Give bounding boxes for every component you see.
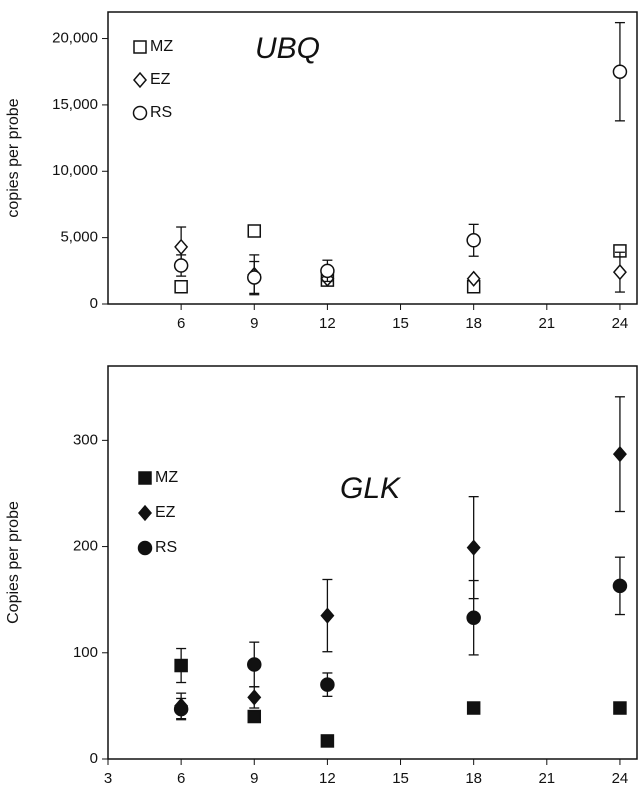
marker-circle	[320, 263, 335, 279]
y-tick-label: 100	[73, 644, 98, 661]
y-tick-label: 5,000	[60, 229, 98, 246]
x-tick-label: 9	[250, 770, 258, 787]
legend-label: MZ	[155, 469, 178, 486]
legend-marker	[138, 471, 152, 485]
marker-diamond	[466, 270, 481, 287]
marker-square	[320, 734, 335, 748]
legend-marker	[132, 105, 148, 121]
marker-circle	[247, 657, 262, 672]
legend-marker	[138, 504, 152, 522]
x-tick-label: 12	[319, 770, 336, 787]
y-tick-label: 10,000	[52, 162, 98, 179]
x-tick-label: 24	[612, 770, 629, 787]
marker-circle	[320, 677, 335, 692]
legend-marker	[133, 71, 147, 89]
marker-diamond	[612, 446, 627, 463]
y-tick-label: 0	[90, 750, 98, 767]
plot-frame	[107, 11, 638, 305]
marker-circle	[466, 233, 481, 248]
marker-diamond	[612, 263, 627, 281]
marker-diamond	[466, 539, 481, 556]
y-tick-label: 300	[73, 431, 98, 448]
y-tick-label: 0	[90, 295, 98, 312]
marker-square	[174, 279, 188, 294]
marker-square	[247, 709, 262, 724]
y-axis-label: copies per probe	[5, 98, 22, 217]
marker-circle	[247, 270, 262, 285]
y-tick-label: 15,000	[52, 96, 98, 113]
marker-square	[466, 701, 481, 715]
legend-label: MZ	[150, 38, 173, 55]
marker-diamond	[247, 689, 262, 706]
chart-title: GLK	[340, 472, 402, 505]
x-tick-label: 18	[465, 770, 482, 787]
x-tick-label: 21	[538, 315, 555, 332]
x-tick-label: 6	[177, 770, 185, 787]
legend-label: EZ	[150, 71, 171, 88]
marker-diamond	[174, 238, 189, 256]
marker-square	[613, 701, 627, 715]
y-tick-label: 20,000	[52, 30, 98, 47]
marker-diamond	[320, 607, 335, 624]
legend-marker	[133, 40, 147, 54]
x-tick-label: 21	[538, 770, 555, 787]
plot-frame	[107, 365, 638, 760]
y-axis-label: Copies per probe	[5, 501, 22, 624]
x-tick-label: 9	[250, 315, 258, 332]
chart-title: UBQ	[255, 32, 320, 65]
marker-circle	[173, 701, 189, 717]
marker-square	[247, 224, 262, 238]
x-tick-label: 12	[319, 315, 336, 332]
legend-marker	[137, 540, 153, 556]
y-tick-label: 200	[73, 538, 98, 555]
x-tick-label: 24	[612, 315, 629, 332]
x-tick-label: 15	[392, 315, 409, 332]
marker-circle	[173, 258, 189, 273]
x-tick-label: 3	[104, 770, 112, 787]
legend-label: RS	[155, 539, 177, 556]
marker-circle	[612, 578, 628, 594]
x-tick-label: 6	[177, 315, 185, 332]
marker-square	[174, 658, 188, 673]
x-tick-label: 18	[465, 315, 482, 332]
legend-label: RS	[150, 104, 172, 121]
legend-label: EZ	[155, 504, 176, 521]
marker-circle	[466, 610, 481, 625]
marker-circle	[612, 64, 628, 79]
x-tick-label: 15	[392, 770, 409, 787]
